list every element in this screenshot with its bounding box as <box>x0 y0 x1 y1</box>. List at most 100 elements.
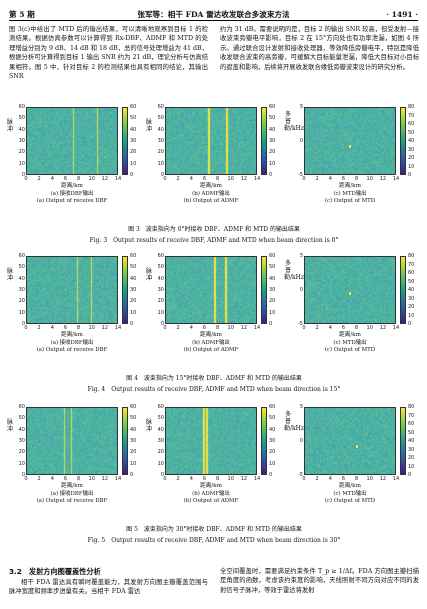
x-tick-label: 14 <box>253 476 261 482</box>
colorbar-tick-label: 60 <box>269 104 276 110</box>
y-tick-label: 0 <box>21 321 25 327</box>
x-tick-label: 2 <box>315 476 319 482</box>
x-tick-label: 6 <box>341 325 346 331</box>
x-tick-label: 0 <box>24 476 28 482</box>
figure-3: 脉冲 60 50 40 30 20 10 0 0 2 4 6 8 10 12 14 距离/km 60 50 40 30 2… <box>6 104 422 250</box>
section-heading: 3.2 发射方向图覆盖性分析 <box>9 567 101 576</box>
subfigure-caption-en: (b) Output of ADMF <box>183 498 239 504</box>
y-axis-label: 脉冲 <box>145 419 152 433</box>
x-tick-label: 0 <box>24 325 28 331</box>
colorbar-tick-label: 30 <box>269 138 276 144</box>
figure-4: 脉冲 60 50 40 30 20 10 0 0 2 4 6 8 10 12 14 距离/km 60 50 40 30 2… <box>6 253 422 399</box>
y-tick-label: 30 <box>157 138 164 144</box>
y-tick-label: 20 <box>18 149 25 156</box>
colorbar-tick-label: 60 <box>269 404 276 410</box>
colorbar-tick-label: 20 <box>408 304 415 310</box>
heatmap-plot <box>26 407 118 475</box>
x-tick-label: 10 <box>88 176 95 182</box>
y-tick-label: 60 <box>157 253 164 259</box>
colorbar <box>122 407 128 475</box>
x-tick-label: 6 <box>63 476 68 482</box>
x-tick-label: 8 <box>76 476 81 482</box>
y-tick-label: 5 <box>299 404 303 410</box>
x-tick-label: 14 <box>253 325 261 331</box>
text-bottom-right: 全空间覆盖时，需要满足约束条件 T_p ≥ 1/Δf。FDA 方向图主瓣扫描是角… <box>220 568 419 594</box>
colorbar-tick-label: 20 <box>408 455 415 461</box>
colorbar-tick-label: 60 <box>408 270 415 276</box>
colorbar-tick-label: 70 <box>408 261 415 268</box>
x-tick-label: 12 <box>101 176 109 182</box>
subfigure-caption-en: (c) Output of MTD <box>324 198 376 204</box>
x-tick-label: 8 <box>215 176 220 182</box>
figure-5: 脉冲 60 50 40 30 20 10 0 0 2 4 6 8 10 12 14 距离/km 60 50 40 30 2… <box>6 404 422 550</box>
x-tick-label: 8 <box>354 476 359 482</box>
colorbar-tick-label: 20 <box>269 149 276 156</box>
colorbar-tick-label: 50 <box>269 264 276 271</box>
y-tick-label: 10 <box>157 460 164 467</box>
colorbar-tick-label: 0 <box>408 172 412 178</box>
colorbar-tick-label: 30 <box>269 287 276 293</box>
subfigure-caption: (b) ADMF输出 <box>192 340 230 346</box>
y-axis-label: 脉冲 <box>145 119 152 133</box>
colorbar-tick-label: 20 <box>269 449 276 456</box>
x-tick-label: 8 <box>215 325 220 331</box>
text-top-left: 图 3(c)中给出了 MTD 后的输出结果，可以清晰地观察到目标 1 的检测结果… <box>9 26 208 81</box>
colorbar-tick-label: 10 <box>130 160 137 167</box>
x-tick-label: 12 <box>379 325 387 331</box>
page-number: · 1491 · <box>386 10 418 19</box>
colorbar-tick-label: 0 <box>269 172 273 178</box>
colorbar <box>122 256 128 324</box>
subfigure-caption-en: (b) Output of ADMF <box>183 347 239 353</box>
colorbar-tick-label: 40 <box>130 126 137 133</box>
y-tick-label: 20 <box>157 449 164 456</box>
subfigure-caption: (a) 接收DBF输出 <box>50 191 94 197</box>
subfigure-caption: (c) MTD输出 <box>333 191 367 197</box>
x-tick-label: 10 <box>88 325 95 331</box>
colorbar-tick-label: 30 <box>269 438 276 444</box>
text-top-right: 约为 31 dB。需要说明的是，目标 2 的输出 SNR 较高，但受发射—接收波… <box>220 26 419 71</box>
colorbar-tick-label: 70 <box>408 412 415 419</box>
x-tick-label: 4 <box>189 176 193 182</box>
y-axis-label: 多普勒/kHz <box>284 411 305 432</box>
y-tick-label: 0 <box>299 287 303 293</box>
colorbar <box>400 256 406 324</box>
subfigure-caption-en: (a) Output of receive DBF <box>36 347 108 353</box>
target-peak <box>349 145 352 149</box>
subfigure-a: 脉冲 60 50 40 30 20 10 0 0 2 4 6 8 10 12 14 距离/km 60 50 40 30 2… <box>6 404 144 512</box>
colorbar-tick-label: 60 <box>130 404 137 410</box>
y-axis-label: 脉冲 <box>145 268 152 282</box>
colorbar-tick-label: 50 <box>130 264 137 271</box>
colorbar <box>261 407 267 475</box>
colorbar-tick-label: 0 <box>408 472 412 478</box>
y-tick-label: 40 <box>157 126 164 133</box>
colorbar-tick-label: 40 <box>408 438 415 444</box>
subfigure-a: 脉冲 60 50 40 30 20 10 0 0 2 4 6 8 10 12 14 距离/km 60 50 40 30 2… <box>6 253 144 361</box>
x-tick-label: 0 <box>163 176 167 182</box>
x-tick-label: 14 <box>392 476 400 482</box>
y-tick-label: 5 <box>299 253 303 259</box>
y-tick-label: 60 <box>157 104 164 110</box>
x-axis-label: 距离/km <box>61 332 83 338</box>
x-tick-label: 10 <box>366 325 373 331</box>
y-tick-label: 0 <box>160 472 164 478</box>
x-tick-label: 8 <box>215 476 220 482</box>
subfigure-caption: (c) MTD输出 <box>333 340 367 346</box>
x-tick-label: 4 <box>189 476 193 482</box>
x-axis-label: 距离/km <box>61 183 83 189</box>
x-axis-label: 距离/km <box>61 483 83 489</box>
x-tick-label: 6 <box>63 176 68 182</box>
colorbar <box>400 107 406 175</box>
target-peak <box>349 292 352 296</box>
x-tick-label: 12 <box>240 176 248 182</box>
heatmap-plot <box>304 256 396 324</box>
subfigure-c: 多普勒/kHz 5 0 -5 0 2 4 6 8 10 12 14 距离/km 80 70 60 50 40 30 2… <box>284 404 422 512</box>
colorbar-tick-label: 20 <box>130 298 137 305</box>
running-header: 第 5 期 张军等：相干 FDA 雷达收发联合多波束方法 · 1491 · <box>9 8 418 21</box>
x-tick-label: 4 <box>50 325 54 331</box>
colorbar-tick-label: 60 <box>408 421 415 427</box>
y-tick-label: 40 <box>157 275 164 282</box>
subfigure-caption: (b) ADMF输出 <box>192 491 230 497</box>
subfigure-caption: (b) ADMF输出 <box>192 191 230 197</box>
y-tick-label: 10 <box>18 160 25 167</box>
subfigure-caption-en: (a) Output of receive DBF <box>36 198 108 204</box>
